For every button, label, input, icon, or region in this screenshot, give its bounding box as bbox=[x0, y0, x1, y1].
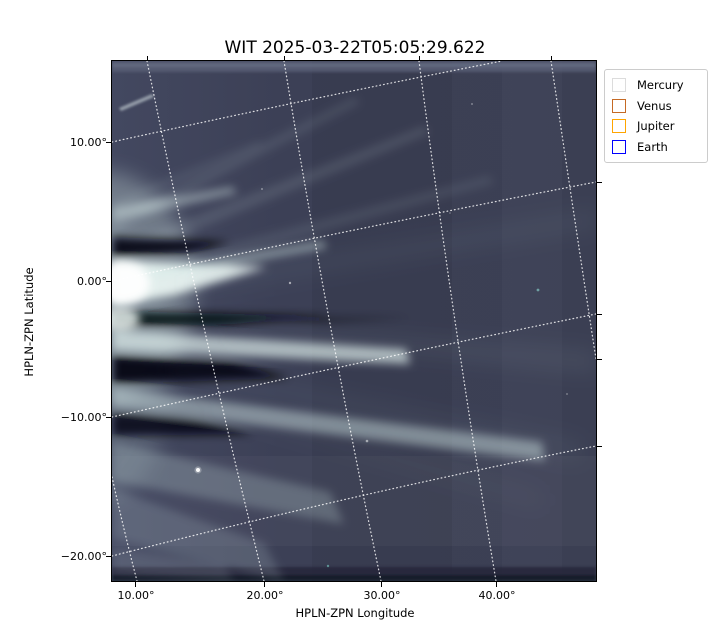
x-tick-label: 30.00° bbox=[363, 589, 401, 602]
legend-item-jupiter: Jupiter bbox=[612, 116, 699, 137]
x-tick-label: 20.00° bbox=[246, 589, 284, 602]
y-tick-label: −20.00° bbox=[60, 550, 107, 563]
tick-right-0deg bbox=[597, 182, 602, 184]
tick-bottom-30deg bbox=[381, 582, 383, 587]
legend-label: Venus bbox=[637, 98, 672, 113]
plot-title: WIT 2025-03-22T05:05:29.622 bbox=[224, 38, 486, 58]
jupiter-marker-icon bbox=[612, 119, 626, 134]
tick-bottom-10deg bbox=[135, 582, 137, 587]
tick-left-minus20deg bbox=[106, 556, 111, 558]
mercury-marker-icon bbox=[612, 78, 626, 93]
star-points bbox=[194, 103, 568, 568]
tick-top-30deg bbox=[284, 56, 286, 61]
legend: Mercury Venus Jupiter Earth bbox=[604, 69, 708, 163]
heliospheric-image bbox=[112, 61, 596, 581]
tick-left-10deg bbox=[106, 142, 111, 144]
tick-top-50deg bbox=[551, 56, 553, 61]
y-tick-label: −10.00° bbox=[60, 411, 107, 424]
tick-right-minus20deg bbox=[597, 446, 602, 448]
venus-marker-icon bbox=[612, 98, 626, 113]
tick-bottom-40deg bbox=[496, 582, 498, 587]
y-tick-label: 10.00° bbox=[70, 136, 107, 149]
x-tick-label: 10.00° bbox=[117, 589, 155, 602]
tick-top-20deg bbox=[147, 56, 149, 61]
legend-item-venus: Venus bbox=[612, 96, 699, 117]
tick-left-minus10deg bbox=[106, 417, 111, 419]
legend-item-mercury: Mercury bbox=[612, 75, 699, 96]
legend-label: Earth bbox=[637, 139, 668, 154]
earth-marker-icon bbox=[612, 139, 626, 154]
tick-right-minus10deg bbox=[597, 314, 602, 316]
y-tick-label: 0.00° bbox=[77, 275, 107, 288]
graticule bbox=[112, 61, 596, 581]
legend-label: Jupiter bbox=[637, 119, 675, 134]
x-axis-label: HPLN-ZPN Longitude bbox=[295, 606, 415, 620]
y-axis-label: HPLN-ZPN Latitude bbox=[22, 267, 36, 377]
tick-left-0deg bbox=[106, 281, 111, 283]
x-tick-label: 40.00° bbox=[478, 589, 516, 602]
legend-label: Mercury bbox=[637, 78, 684, 93]
plot-canvas bbox=[111, 60, 597, 582]
tick-top-40deg bbox=[419, 56, 421, 61]
legend-item-earth: Earth bbox=[612, 137, 699, 158]
tick-bottom-20deg bbox=[264, 582, 266, 587]
tick-right-50deg bbox=[597, 359, 602, 361]
